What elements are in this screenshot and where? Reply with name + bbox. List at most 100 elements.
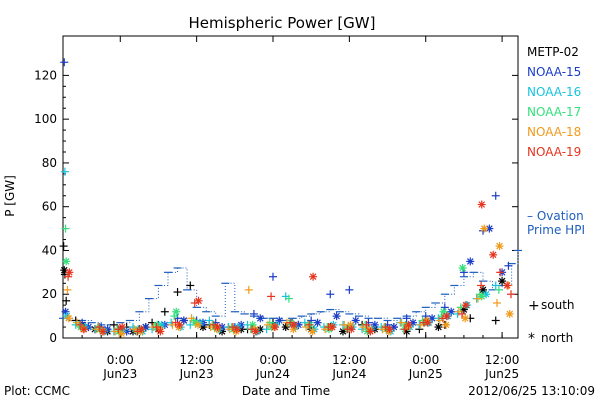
marker-stroke — [503, 282, 511, 289]
x-tick-time: 0:00 — [260, 353, 287, 367]
north-star-marker — [409, 318, 417, 327]
x-tick-date: Jun23 — [102, 367, 137, 381]
legend-entry: NOAA-16 — [527, 85, 581, 99]
north-star-marker — [332, 312, 341, 321]
marker-stroke — [118, 330, 125, 337]
legend-entry: NOAA-17 — [527, 105, 581, 119]
marker-stroke — [194, 321, 202, 329]
marker-stroke — [347, 325, 355, 333]
x-axis-title: Date and Time — [242, 384, 330, 398]
north-star-marker — [65, 268, 74, 277]
south-plus-marker — [269, 272, 277, 281]
north-star-marker — [461, 301, 470, 310]
north-star-marker — [64, 314, 73, 323]
north-star-marker — [458, 263, 467, 272]
marker-stroke — [459, 264, 466, 272]
north-star-marker — [172, 307, 181, 316]
marker-stroke — [328, 323, 336, 331]
marker-stroke — [440, 308, 447, 316]
y-tick-label: 20 — [42, 287, 57, 301]
y-tick-label: 60 — [42, 200, 57, 214]
south-plus-marker — [345, 285, 354, 294]
marker-stroke — [498, 277, 506, 285]
marker-stroke — [461, 315, 469, 322]
south-plus-marker — [249, 309, 258, 318]
south-plus-marker — [60, 167, 69, 176]
north-star-marker — [385, 325, 394, 334]
north-star-marker — [423, 318, 432, 327]
north-star-marker — [466, 257, 475, 266]
marker-stroke — [489, 251, 497, 259]
south-plus-marker — [496, 268, 505, 277]
y-axis-ticks: 0 20 40 60 80 100 120 — [34, 68, 518, 345]
marker-stroke — [157, 328, 164, 335]
marker-stroke — [276, 317, 283, 324]
south-plus-marker — [63, 285, 72, 294]
marker-stroke — [252, 328, 260, 335]
north-star-marker — [137, 325, 146, 334]
x-axis-ticks: 0:00Jun2312:00Jun230:00Jun2412:00Jun240:… — [81, 36, 519, 381]
north-star-marker — [194, 296, 203, 305]
south-plus-marker — [507, 290, 515, 299]
marker-stroke — [367, 328, 374, 335]
marker-stroke — [442, 321, 450, 329]
south-plus-marker — [504, 261, 513, 270]
marker-stroke — [506, 310, 514, 318]
south-plus-marker — [244, 285, 253, 294]
south-plus-marker — [494, 285, 503, 294]
north-star-marker — [256, 314, 265, 323]
north-star-marker — [347, 325, 356, 334]
marker-stroke — [405, 321, 412, 329]
x-tick-time: 12:00 — [332, 353, 367, 367]
marker-stroke — [195, 297, 202, 305]
north-star-marker — [308, 327, 317, 336]
generation-timestamp: 2012/06/25 13:10:09 — [468, 384, 595, 398]
legend-south-symbol: + — [528, 298, 540, 314]
y-tick-label: 40 — [42, 243, 57, 257]
legend-entry: NOAA-18 — [527, 125, 581, 139]
marker-stroke — [62, 258, 70, 265]
north-star-marker — [213, 323, 222, 332]
north-star-marker — [503, 281, 512, 290]
x-tick-time: 12:00 — [179, 353, 214, 367]
south-plus-marker — [477, 281, 486, 290]
north-star-marker — [251, 327, 260, 336]
marker-stroke — [137, 325, 145, 333]
marker-stroke — [172, 308, 180, 316]
marker-stroke — [99, 328, 107, 335]
marker-stroke — [65, 315, 73, 322]
south-plus-marker — [76, 320, 85, 329]
north-star-marker — [175, 320, 184, 329]
south-plus-marker — [400, 325, 409, 334]
y-tick-label: 100 — [34, 112, 57, 126]
south-plus-marker — [60, 58, 69, 67]
south-plus-marker — [95, 323, 104, 332]
marker-stroke — [309, 273, 317, 281]
marker-stroke — [214, 323, 221, 331]
north-star-marker — [313, 318, 322, 327]
legend-entry: METP-02 — [527, 45, 579, 59]
south-plus-marker — [263, 320, 272, 329]
marker-stroke — [424, 319, 431, 326]
x-tick-time: 0:00 — [412, 353, 439, 367]
south-plus-marker — [491, 281, 500, 290]
south-plus-marker — [473, 294, 482, 303]
north-star-marker — [193, 320, 202, 329]
marker-stroke — [435, 323, 442, 331]
legend-entry: NOAA-19 — [527, 145, 581, 159]
marker-stroke — [333, 312, 340, 320]
marker-stroke — [60, 266, 68, 274]
marker-stroke — [496, 242, 503, 250]
marker-stroke — [479, 286, 487, 294]
north-star-marker — [62, 257, 71, 266]
north-star-marker — [118, 323, 127, 332]
south-plus-marker — [186, 281, 195, 290]
south-plus-marker — [173, 288, 182, 297]
chart-title: Hemispheric Power [GW] — [189, 14, 376, 32]
north-star-marker — [477, 292, 486, 301]
marker-stroke — [233, 325, 241, 333]
north-star-marker — [328, 323, 337, 332]
legend-ovation-line1: – Ovation — [527, 209, 584, 223]
y-axis-label: P [GW] — [3, 175, 17, 217]
